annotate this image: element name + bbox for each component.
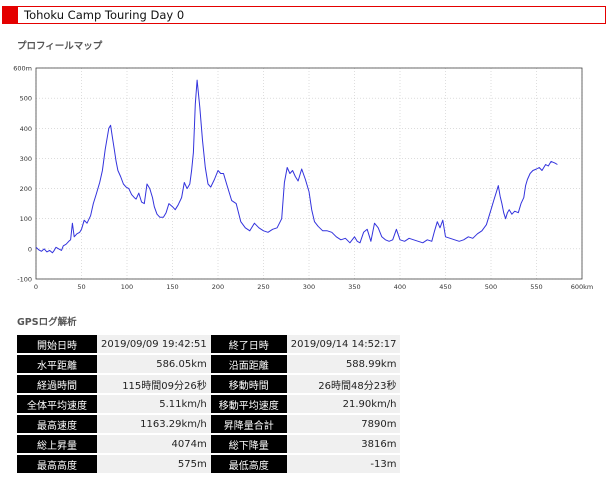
gps-value: 588.99km	[286, 355, 401, 373]
y-tick-label: 200	[20, 185, 32, 193]
x-tick-label: 600km	[571, 283, 594, 291]
gps-label: 最高高度	[17, 455, 97, 473]
gps-row: 水平距離 586.05km 沿面距離 588.99km	[17, 355, 401, 373]
x-tick-label: 100	[121, 283, 133, 291]
gps-label: 昇降量合計	[210, 415, 287, 433]
gps-label: 総上昇量	[17, 435, 97, 453]
gps-label: 移動平均速度	[210, 395, 287, 413]
profile-map-heading: プロフィールマップ	[17, 41, 103, 52]
gps-row: 最高速度 1163.29km/h 昇降量合計 7890m	[17, 415, 401, 433]
gps-value: 26時間48分23秒	[286, 375, 401, 393]
gps-label: 全体平均速度	[17, 395, 97, 413]
elevation-series-line	[35, 79, 558, 254]
y-tick-label: 600m	[13, 65, 32, 73]
elevation-profile-chart: 0 50 100 150 200 250 300 350 400 450 500 550 600km 60…	[13, 65, 594, 292]
x-tick-label: 300	[303, 283, 315, 291]
gps-value: 586.05km	[97, 355, 211, 373]
gps-label: 最低高度	[210, 455, 287, 473]
gps-value: 575m	[97, 455, 211, 473]
gps-row: 経過時間 115時間09分26秒 移動時間 26時間48分23秒	[17, 375, 401, 393]
gps-value: 3816m	[286, 435, 401, 453]
title-accent-block	[3, 7, 18, 23]
gps-label: 終了日時	[210, 335, 287, 353]
x-tick-label: 350	[348, 283, 360, 291]
x-tick-label: 0	[34, 283, 38, 291]
gps-row: 開始日時 2019/09/09 19:42:51 終了日時 2019/09/14 14…	[17, 335, 401, 353]
x-tick-label: 200	[212, 283, 224, 291]
y-tick-label: 0	[28, 245, 32, 253]
gps-row: 最高高度 575m 最低高度 -13m	[17, 455, 401, 473]
gps-label: 最高速度	[17, 415, 97, 433]
gps-stats-table: 開始日時 2019/09/09 19:42:51 終了日時 2019/09/14 14…	[17, 333, 401, 475]
y-tick-label: 300	[20, 155, 32, 163]
gps-value: 1163.29km/h	[97, 415, 211, 433]
x-tick-label: 50	[77, 283, 85, 291]
gps-value: 4074m	[97, 435, 211, 453]
gps-value: -13m	[286, 455, 401, 473]
gps-row: 総上昇量 4074m 総下降量 3816m	[17, 435, 401, 453]
gps-label: 水平距離	[17, 355, 97, 373]
y-tick-label: -100	[17, 276, 32, 284]
page-title: Tohoku Camp Touring Day 0	[24, 8, 185, 22]
x-tick-label: 400	[394, 283, 406, 291]
x-tick-label: 450	[439, 283, 451, 291]
gps-row: 全体平均速度 5.11km/h 移動平均速度 21.90km/h	[17, 395, 401, 413]
gps-value: 5.11km/h	[97, 395, 211, 413]
plot-frame	[35, 67, 583, 280]
gps-label: 総下降量	[210, 435, 287, 453]
gps-value: 2019/09/14 14:52:17	[286, 335, 401, 353]
x-tick-label: 550	[530, 283, 542, 291]
x-tick-label: 150	[166, 283, 178, 291]
y-tick-label: 500	[20, 95, 32, 103]
gps-label: 沿面距離	[210, 355, 287, 373]
gps-label: 経過時間	[17, 375, 97, 393]
y-tick-label: 400	[20, 125, 32, 133]
x-tick-label: 500	[485, 283, 497, 291]
gps-label: 開始日時	[17, 335, 97, 353]
gps-value: 2019/09/09 19:42:51	[97, 335, 211, 353]
gps-value: 21.90km/h	[286, 395, 401, 413]
gps-value: 7890m	[286, 415, 401, 433]
gps-analysis-heading: GPSログ解析	[17, 317, 77, 328]
gps-label: 移動時間	[210, 375, 287, 393]
gps-value: 115時間09分26秒	[97, 375, 211, 393]
y-tick-label: 100	[20, 215, 32, 223]
title-bar: Tohoku Camp Touring Day 0	[2, 6, 606, 24]
x-tick-label: 250	[257, 283, 269, 291]
